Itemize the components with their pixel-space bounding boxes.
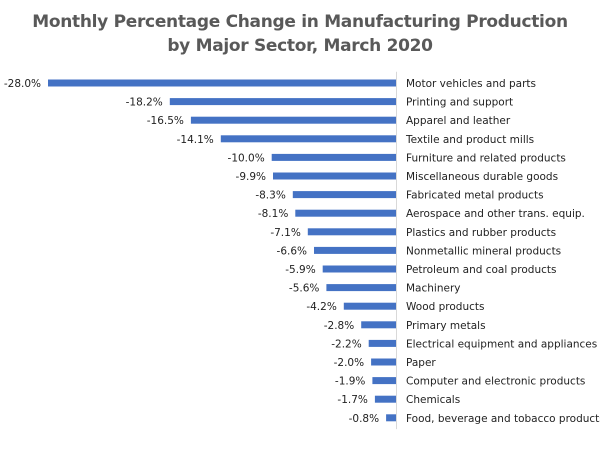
data-label: -14.1% bbox=[177, 134, 214, 146]
data-label: -8.3% bbox=[255, 190, 285, 202]
category-label: Primary metals bbox=[406, 320, 486, 332]
data-label: -9.9% bbox=[236, 171, 266, 183]
bar bbox=[273, 172, 396, 180]
data-label: -1.9% bbox=[335, 376, 365, 388]
bar bbox=[326, 284, 396, 292]
data-label: -2.2% bbox=[331, 338, 361, 350]
category-label: Miscellaneous durable goods bbox=[406, 171, 558, 183]
data-label: -7.1% bbox=[270, 227, 300, 239]
bar bbox=[386, 414, 396, 422]
bar bbox=[372, 377, 396, 385]
data-label: -10.0% bbox=[228, 152, 265, 164]
data-label: -5.9% bbox=[285, 264, 315, 276]
bar bbox=[190, 116, 396, 124]
category-labels-group: Motor vehicles and parts Printing and sup… bbox=[405, 78, 600, 425]
category-label: Printing and support bbox=[406, 97, 513, 109]
category-label: Fabricated metal products bbox=[406, 190, 544, 202]
data-label: -1.7% bbox=[337, 394, 367, 406]
data-label: -6.6% bbox=[277, 245, 307, 257]
bar bbox=[322, 265, 396, 273]
bar bbox=[220, 135, 396, 143]
bar bbox=[169, 98, 396, 106]
category-label: Apparel and leather bbox=[406, 115, 511, 127]
bar bbox=[374, 395, 396, 403]
bar bbox=[343, 302, 396, 310]
category-label: Motor vehicles and parts bbox=[406, 78, 536, 90]
chart-title: Monthly Percentage Change in Manufacturi… bbox=[0, 10, 600, 58]
category-label: Chemicals bbox=[406, 394, 460, 406]
bar bbox=[307, 228, 396, 236]
category-label: Machinery bbox=[406, 283, 460, 295]
category-label: Plastics and rubber products bbox=[406, 227, 556, 239]
category-label: Wood products bbox=[406, 301, 484, 313]
bar bbox=[314, 246, 396, 254]
data-label: -2.8% bbox=[324, 320, 354, 332]
data-label: -0.8% bbox=[349, 413, 379, 425]
data-labels-group: -28.0% -18.2% -16.5% -14.1% -10.0% -9.9% -8.3%… bbox=[4, 78, 379, 425]
chart-title-line-2: by Major Sector, March 2020 bbox=[167, 36, 433, 56]
chart-title-line-1: Monthly Percentage Change in Manufacturi… bbox=[32, 12, 568, 32]
category-label: Paper bbox=[406, 357, 436, 369]
category-label: Food, beverage and tobacco products bbox=[406, 413, 600, 425]
bar bbox=[295, 209, 396, 217]
bar bbox=[361, 321, 396, 329]
bar bbox=[368, 339, 396, 347]
category-label: Aerospace and other trans. equip. bbox=[406, 208, 585, 220]
category-label: Textile and product mills bbox=[405, 134, 534, 146]
bar bbox=[292, 191, 396, 199]
bar bbox=[48, 79, 396, 87]
data-label: -5.6% bbox=[289, 283, 319, 295]
data-label: -4.2% bbox=[306, 301, 336, 313]
category-label: Electrical equipment and appliances bbox=[406, 338, 597, 350]
category-label: Computer and electronic products bbox=[406, 376, 585, 388]
category-label: Furniture and related products bbox=[406, 152, 566, 164]
bar bbox=[271, 153, 396, 161]
bars-group bbox=[48, 79, 396, 422]
data-label: -18.2% bbox=[126, 97, 163, 109]
category-label: Nonmetallic mineral products bbox=[406, 245, 561, 257]
data-label: -2.0% bbox=[334, 357, 364, 369]
data-label: -16.5% bbox=[147, 115, 184, 127]
data-label: -28.0% bbox=[4, 78, 41, 90]
data-label: -8.1% bbox=[258, 208, 288, 220]
category-label: Petroleum and coal products bbox=[406, 264, 556, 276]
bar bbox=[371, 358, 396, 366]
